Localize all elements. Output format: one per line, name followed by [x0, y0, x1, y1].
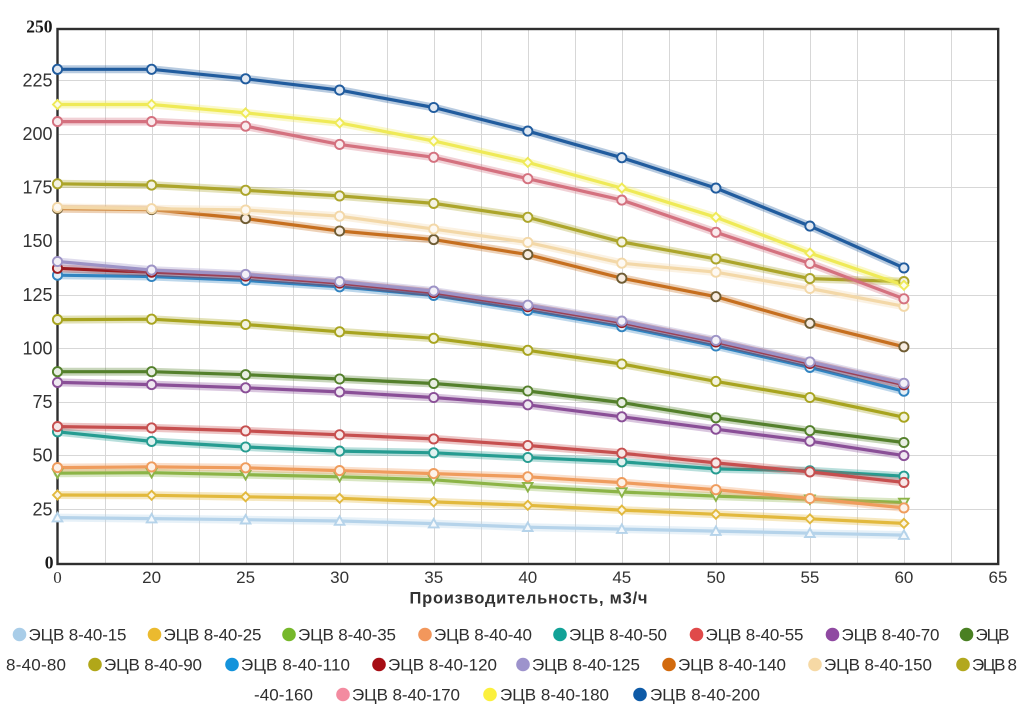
svg-text:ЭЦВ 8-40-110: ЭЦВ 8-40-110 [241, 656, 350, 675]
svg-text:50: 50 [706, 568, 725, 587]
svg-text:ЭЦВ 8-40-200: ЭЦВ 8-40-200 [650, 686, 760, 705]
svg-text:ЭЦВ 8-40-170: ЭЦВ 8-40-170 [352, 686, 460, 705]
svg-text:60: 60 [894, 568, 913, 587]
svg-text:ЭЦВ 8-40-180: ЭЦВ 8-40-180 [500, 686, 609, 705]
svg-text:35: 35 [424, 568, 443, 587]
svg-text:ЭЦВ 8-40-125: ЭЦВ 8-40-125 [532, 656, 640, 675]
svg-text:250: 250 [26, 17, 53, 37]
svg-text:40: 40 [518, 568, 537, 587]
svg-text:50: 50 [32, 446, 52, 466]
svg-text:ЭЦВ 8-40-90: ЭЦВ 8-40-90 [104, 656, 202, 675]
svg-text:ЭЦВ 8-40-40: ЭЦВ 8-40-40 [434, 626, 532, 645]
svg-text:30: 30 [330, 568, 349, 587]
svg-text:8-40-80: 8-40-80 [6, 656, 66, 675]
svg-text:100: 100 [22, 338, 52, 358]
svg-text:ЭЦВ 8-40-140: ЭЦВ 8-40-140 [678, 656, 786, 675]
svg-text:ЭЦВ 8-40-70: ЭЦВ 8-40-70 [842, 626, 940, 645]
svg-text:ЭЦВ 8-40-25: ЭЦВ 8-40-25 [164, 626, 262, 645]
svg-text:ЭЦВ 8-40-35: ЭЦВ 8-40-35 [298, 626, 396, 645]
svg-text:150: 150 [22, 231, 52, 251]
svg-text:ЭЦВ 8-40-120: ЭЦВ 8-40-120 [388, 656, 497, 675]
svg-text:0: 0 [53, 568, 62, 587]
svg-text:225: 225 [22, 70, 52, 90]
svg-text:25: 25 [236, 568, 255, 587]
svg-text:ЭЦВ: ЭЦВ [976, 626, 1010, 645]
svg-text:ЭЦВ 8-40-50: ЭЦВ 8-40-50 [569, 626, 667, 645]
svg-text:ЭЦВ 8-40-15: ЭЦВ 8-40-15 [29, 626, 127, 645]
svg-text:20: 20 [142, 568, 161, 587]
svg-text:25: 25 [32, 499, 52, 519]
svg-text:-40-160: -40-160 [254, 686, 313, 705]
svg-text:0: 0 [45, 553, 54, 573]
svg-text:45: 45 [612, 568, 631, 587]
svg-text:ЭЦВ 8-40-55: ЭЦВ 8-40-55 [706, 626, 804, 645]
svg-text:ЭЦВ 8-40-150: ЭЦВ 8-40-150 [824, 656, 932, 675]
svg-text:175: 175 [22, 178, 52, 198]
svg-text:200: 200 [22, 124, 52, 144]
svg-text:Производительность, м3/ч: Производительность, м3/ч [410, 590, 648, 608]
svg-text:65: 65 [989, 568, 1008, 587]
svg-text:125: 125 [22, 285, 52, 305]
svg-text:ЭЦВ 8: ЭЦВ 8 [972, 656, 1017, 675]
svg-text:55: 55 [800, 568, 819, 587]
svg-text:75: 75 [32, 392, 52, 412]
